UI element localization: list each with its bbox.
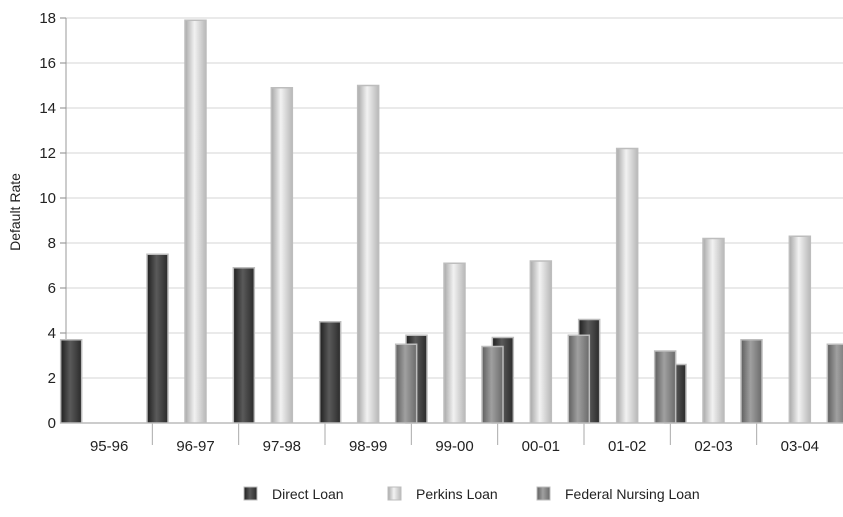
bar bbox=[356, 84, 380, 424]
bar bbox=[567, 334, 591, 424]
legend-label: Federal Nursing Loan bbox=[565, 486, 700, 502]
y-axis-label: Default Rate bbox=[7, 173, 23, 251]
x-tick-label: 97-98 bbox=[263, 438, 301, 455]
bar bbox=[788, 235, 812, 424]
bars bbox=[59, 19, 843, 424]
bar bbox=[826, 343, 843, 424]
x-tick-label: 96-97 bbox=[176, 438, 214, 455]
y-tick-label: 18 bbox=[39, 10, 56, 27]
x-tick-label: 03-04 bbox=[781, 438, 819, 455]
y-tick-label: 14 bbox=[39, 100, 56, 117]
bar bbox=[394, 343, 418, 424]
x-tick-label: 00-01 bbox=[522, 438, 560, 455]
bar bbox=[443, 262, 466, 424]
legend-swatch bbox=[387, 486, 402, 501]
y-tick-label: 16 bbox=[39, 55, 56, 72]
bar bbox=[232, 267, 256, 424]
x-tick-label: 95-96 bbox=[90, 438, 128, 455]
y-tick-label: 8 bbox=[48, 235, 56, 252]
bar bbox=[702, 237, 725, 424]
legend-label: Perkins Loan bbox=[416, 486, 498, 502]
x-tick-label: 01-02 bbox=[608, 438, 646, 455]
x-tick-label: 02-03 bbox=[694, 438, 732, 455]
legend-swatch bbox=[536, 486, 551, 501]
bar bbox=[184, 19, 207, 424]
bar bbox=[59, 339, 83, 424]
legend-label: Direct Loan bbox=[272, 486, 344, 502]
y-tick-label: 2 bbox=[48, 370, 56, 387]
bar bbox=[481, 345, 504, 424]
legend: Direct Loan Perkins Loan Federal Nursing L… bbox=[243, 486, 700, 502]
y-tick-label: 10 bbox=[39, 190, 56, 207]
bar bbox=[615, 147, 639, 424]
tick-labels: 0 2 4 6 8 10 12 14 16 18 95-96 96-97 97-98 98-99 99-00… bbox=[39, 10, 819, 455]
bar bbox=[270, 87, 294, 424]
legend-swatch bbox=[243, 486, 258, 501]
y-tick-label: 4 bbox=[48, 325, 56, 342]
bar bbox=[529, 260, 553, 424]
y-tick-label: 6 bbox=[48, 280, 56, 297]
y-tick-label: 0 bbox=[48, 415, 56, 432]
y-tick-label: 12 bbox=[39, 145, 56, 162]
x-tick-label: 99-00 bbox=[435, 438, 473, 455]
x-tick-label: 98-99 bbox=[349, 438, 387, 455]
bar bbox=[146, 253, 169, 424]
bar bbox=[318, 321, 342, 424]
bar bbox=[740, 339, 763, 424]
bar bbox=[653, 350, 677, 424]
